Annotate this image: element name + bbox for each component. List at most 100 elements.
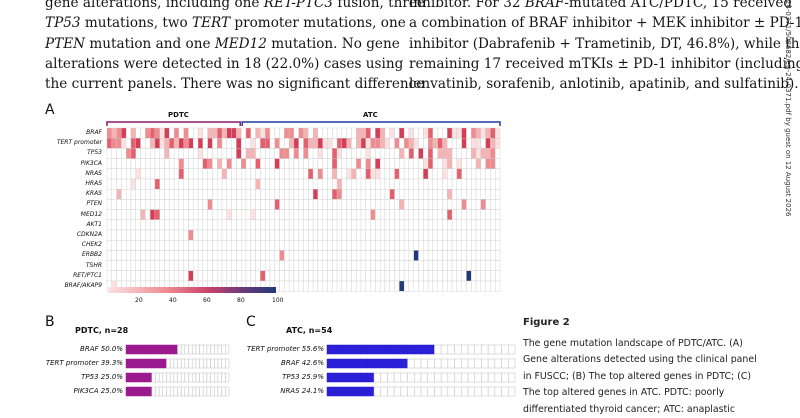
heatmap-cell	[366, 189, 371, 199]
heatmap-cell	[438, 281, 443, 291]
heatmap-cell	[342, 250, 347, 260]
heatmap-cell	[351, 271, 356, 281]
heatmap-cell	[270, 138, 275, 148]
heatmap-cell	[476, 169, 481, 179]
heatmap-cell	[275, 250, 280, 260]
heatmap-cell	[145, 189, 150, 199]
panel-b-bar-cell	[211, 387, 215, 396]
panel-c-bar-cell	[421, 373, 428, 382]
heatmap-cell	[212, 138, 217, 148]
heatmap-cell	[318, 179, 323, 189]
heatmap-cell	[395, 240, 400, 250]
panel-c-bar-cell	[428, 359, 435, 368]
heatmap-cell	[222, 199, 227, 209]
heatmap-cell	[155, 230, 160, 240]
heatmap-cell	[165, 189, 170, 199]
heatmap-cell	[375, 199, 380, 209]
heatmap-cell	[222, 271, 227, 281]
heatmap-cell	[304, 128, 309, 138]
heatmap-cell	[198, 220, 203, 230]
heatmap-cell	[356, 220, 361, 230]
heatmap-cell	[414, 159, 419, 169]
heatmap-cell	[385, 128, 390, 138]
heatmap-cell	[466, 159, 471, 169]
heatmap-cell	[395, 169, 400, 179]
heatmap-cell	[486, 128, 491, 138]
heatmap-cell	[390, 271, 395, 281]
heatmap-cell	[251, 189, 256, 199]
heatmap-cell	[395, 199, 400, 209]
panel-c-bar-cell	[441, 359, 448, 368]
heatmap-cell	[366, 240, 371, 250]
panel-b-bar-cell	[159, 373, 163, 382]
heatmap-cell	[457, 138, 462, 148]
heatmap-cell	[337, 138, 342, 148]
heatmap-cell	[495, 199, 500, 209]
heatmap-cell	[351, 230, 356, 240]
heatmap-cell	[409, 169, 414, 179]
panel-c-bar-cell	[448, 345, 455, 354]
heatmap-cell	[428, 128, 433, 138]
heatmap-cell	[457, 271, 462, 281]
panel-c-bar-cell	[361, 345, 368, 354]
heatmap-cell	[447, 210, 452, 220]
panel-c-bar-cell	[468, 345, 475, 354]
heatmap-cell	[184, 250, 189, 260]
heatmap-cell	[404, 169, 409, 179]
heatmap-cell	[337, 261, 342, 271]
heatmap-cell	[419, 138, 424, 148]
heatmap-cell	[260, 148, 265, 158]
heatmap-cell	[222, 210, 227, 220]
panel-b-bar-cell	[196, 359, 200, 368]
panel-b-bar-cell	[126, 373, 130, 382]
heatmap-cell	[361, 159, 366, 169]
heatmap-cell	[198, 261, 203, 271]
panel-c-bar-cell	[414, 373, 421, 382]
heatmap-cell	[193, 230, 198, 240]
heatmap-cell	[145, 169, 150, 179]
heatmap-cell	[145, 261, 150, 271]
heatmap-cell	[141, 261, 146, 271]
heatmap-cell	[428, 271, 433, 281]
heatmap-cell	[490, 240, 495, 250]
heatmap-cell	[284, 169, 289, 179]
heatmap-cell	[227, 261, 232, 271]
panel-b-bar-cell	[152, 373, 156, 382]
heatmap-cell	[160, 148, 165, 158]
heatmap-cell	[117, 179, 122, 189]
heatmap-cell	[169, 189, 174, 199]
panel-c-bar-cell	[327, 345, 334, 354]
panel-c-bar-cell	[367, 387, 374, 396]
heatmap-cell	[188, 240, 193, 250]
heatmap-cell	[155, 271, 160, 281]
heatmap-cell	[126, 189, 131, 199]
heatmap-cell	[265, 199, 270, 209]
heatmap-cell	[462, 199, 467, 209]
heatmap-cell	[404, 199, 409, 209]
heatmap-cell	[155, 179, 160, 189]
heatmap-cell	[193, 148, 198, 158]
heatmap-cell	[184, 138, 189, 148]
heatmap-cell	[471, 261, 476, 271]
panel-b-row-label: PIK3CA 25.0%	[74, 387, 123, 395]
heatmap-cell	[227, 159, 232, 169]
heatmap-cell	[385, 230, 390, 240]
heatmap-cell	[117, 230, 122, 240]
panel-b-bar-cell	[163, 373, 167, 382]
heatmap-cell	[174, 250, 179, 260]
panel-c-bar-cell	[441, 387, 448, 396]
heatmap-cell	[414, 148, 419, 158]
heatmap-cell	[337, 240, 342, 250]
panel-c-bar-cell	[401, 387, 408, 396]
heatmap-cell	[150, 271, 155, 281]
heatmap-cell	[371, 220, 376, 230]
heatmap-cell	[198, 159, 203, 169]
heatmap-cell	[241, 199, 246, 209]
heatmap-cell	[399, 148, 404, 158]
heatmap-cell	[160, 199, 165, 209]
panel-c-bar-cell	[401, 359, 408, 368]
heatmap-cell	[126, 271, 131, 281]
heatmap-cell	[366, 230, 371, 240]
heatmap-cell	[280, 179, 285, 189]
panel-c-bar-cell	[495, 345, 502, 354]
